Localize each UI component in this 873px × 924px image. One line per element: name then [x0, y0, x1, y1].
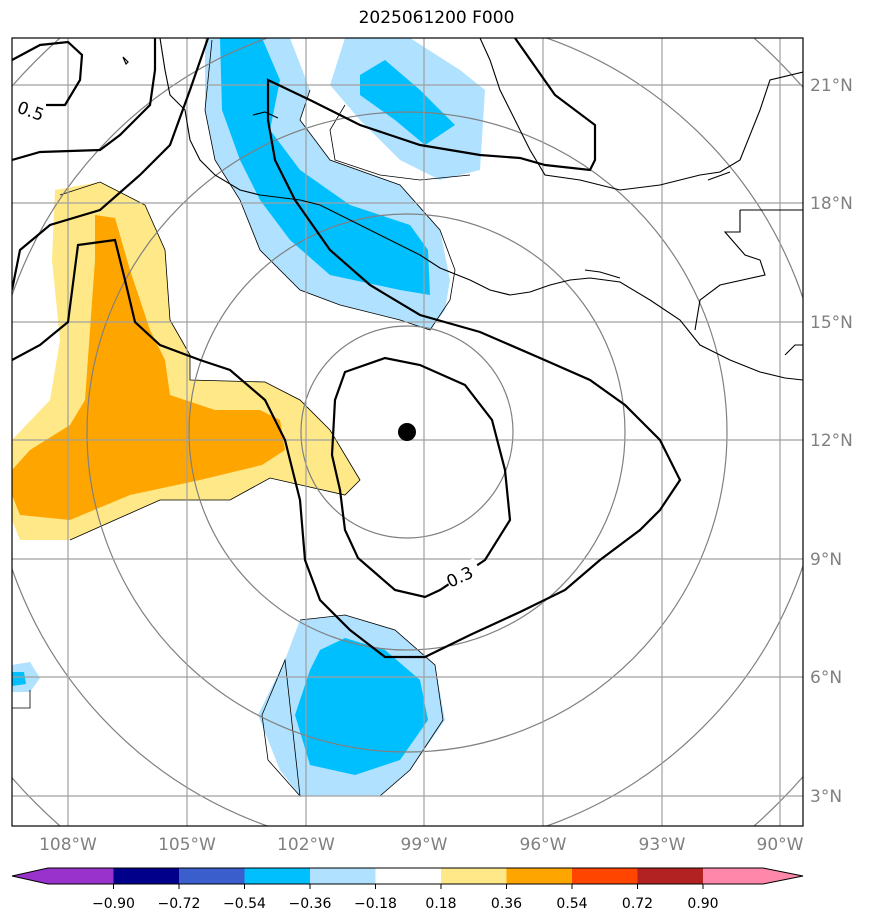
lon-label: 105°W	[158, 835, 216, 855]
lon-label: 90°W	[757, 835, 804, 855]
longitude-labels: 108°W 105°W 102°W 99°W 96°W 93°W 90°W	[39, 835, 804, 855]
colorbar-tick-label: 0.54	[556, 896, 587, 912]
colorbar-tick-label: 0.36	[491, 896, 522, 912]
negative-anomaly-dark	[220, 38, 430, 295]
colorbar-tick-label: −0.72	[158, 896, 201, 912]
colorbar-tick-label: −0.90	[92, 896, 135, 912]
shade-outlines	[12, 39, 471, 798]
lat-label: 18°N	[810, 194, 853, 214]
colorbar-segment	[441, 868, 507, 884]
colorbar-tick-label: 0.18	[425, 896, 456, 912]
colorbar-segment	[637, 868, 703, 884]
colorbar-segment	[310, 868, 376, 884]
lon-label: 102°W	[277, 835, 335, 855]
negative-anomaly-dark	[360, 60, 455, 145]
map-title: 2025061200 F000	[358, 8, 515, 28]
contours	[12, 38, 682, 659]
colorbar-tick-label: −0.18	[354, 896, 397, 912]
center-marker	[398, 423, 416, 441]
lat-label: 12°N	[810, 431, 853, 451]
colorbar-tick-label: −0.54	[223, 896, 266, 912]
coastline	[159, 38, 803, 381]
colorbar-tick-label: 0.72	[622, 896, 653, 912]
colorbar-tick-label: −0.36	[289, 896, 332, 912]
colorbar-segment	[48, 868, 114, 884]
shaded-areas	[12, 38, 485, 796]
colorbar: −0.90 −0.72 −0.54 −0.36 −0.18 0.18 0.36 …	[11, 867, 804, 912]
negative-anomaly-dark	[12, 672, 26, 686]
colorbar-extend-max	[763, 868, 803, 884]
map-frame	[11, 37, 804, 827]
lat-label: 6°N	[810, 668, 842, 688]
colorbar-segment	[179, 868, 245, 884]
lon-label: 93°W	[639, 835, 686, 855]
lon-label: 96°W	[520, 835, 567, 855]
colorbar-segment	[572, 868, 638, 884]
lat-label: 21°N	[810, 76, 853, 96]
lon-label: 108°W	[39, 835, 97, 855]
positive-anomaly-dark	[12, 215, 285, 520]
lon-label: 99°W	[401, 835, 448, 855]
colorbar-segment	[113, 868, 179, 884]
colorbar-tick-label: 0.90	[687, 896, 718, 912]
lat-label: 9°N	[810, 550, 842, 570]
colorbar-extend-min	[12, 868, 48, 884]
colorbar-segment	[375, 868, 441, 884]
lat-label: 3°N	[810, 787, 842, 807]
graticule	[12, 38, 803, 826]
colorbar-segment	[244, 868, 310, 884]
colorbar-segment	[703, 868, 763, 884]
negative-anomaly-dark	[295, 638, 428, 775]
lat-label: 15°N	[810, 313, 853, 333]
colorbar-segment	[506, 868, 572, 884]
latitude-labels: 21°N 18°N 15°N 12°N 9°N 6°N 3°N	[810, 76, 853, 807]
